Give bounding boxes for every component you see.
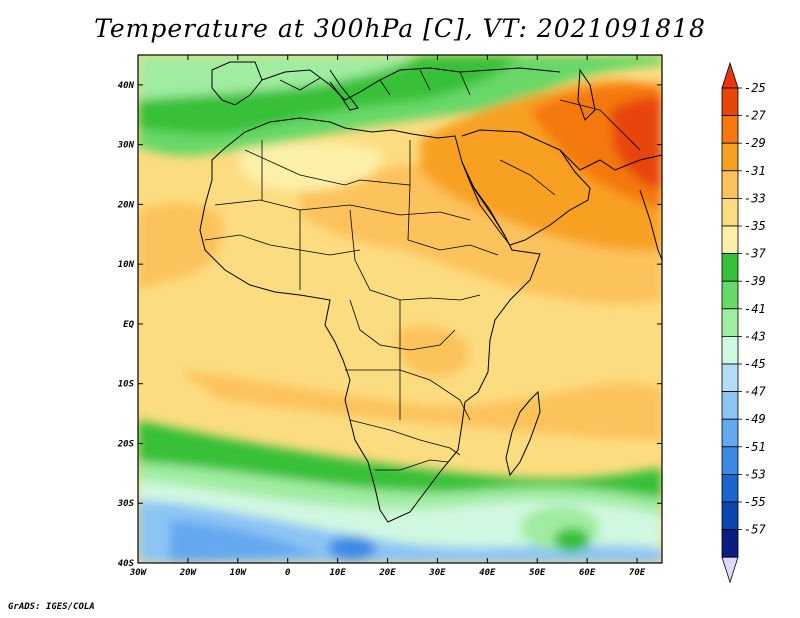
lat-tick-label: 40S — [118, 559, 135, 569]
field-band-north-cyan — [138, 55, 420, 100]
lon-tick-label: 30E — [428, 568, 446, 578]
colorbar-bottom-arrow — [721, 556, 739, 584]
colorbar-label: -29 — [744, 136, 766, 150]
border-iran — [559, 99, 641, 151]
field-cold-blob — [328, 536, 376, 560]
lon-tick-label: 10W — [230, 568, 248, 578]
plot-frame — [137, 54, 663, 564]
colorbar-swatch — [721, 197, 739, 227]
colorbar-swatch — [721, 170, 739, 199]
colorbar-label: -55 — [744, 495, 766, 509]
colorbar-label: -31 — [744, 164, 766, 178]
colorbar-swatch — [721, 142, 739, 172]
iberia-coastline — [211, 61, 263, 106]
lat-tick-label: 30S — [117, 499, 135, 509]
field-hot-core — [610, 97, 662, 190]
colorbar-label: -27 — [744, 109, 766, 123]
colorbar-swatch — [721, 529, 739, 558]
lon-tick-label: 20W — [179, 568, 198, 578]
longitude-axis: 30W 20W 10W 0 10E 20E 30E 40E 50E 60E 70E — [129, 55, 646, 578]
colorbar-label: -39 — [744, 274, 766, 288]
colorbar-swatch — [721, 446, 739, 475]
colorbar-label: -45 — [744, 357, 766, 371]
persian-gulf — [559, 149, 662, 171]
colorbar: -25 -27 -29 -31 -33 -35 -37 -39 -41 -43 -45 -47 -49 -… — [721, 61, 766, 584]
colorbar-swatch — [721, 418, 739, 448]
colorbar-label: -47 — [744, 385, 766, 399]
colorbar-label: -49 — [744, 412, 766, 426]
map-title: Temperature at 300hPa [C], VT: 202109181… — [94, 14, 706, 43]
colorbar-label: -35 — [744, 219, 766, 233]
italy-coastline — [329, 69, 359, 111]
arabia-coastline — [461, 129, 591, 246]
india-coast — [639, 189, 662, 261]
lon-tick-label: 50E — [529, 568, 546, 578]
field-pale-nw-africa — [240, 142, 382, 192]
field-band-south-deepblue — [170, 520, 320, 563]
border-sahel — [214, 199, 471, 221]
country-borders — [204, 69, 641, 471]
lon-tick-label: 30W — [129, 568, 148, 578]
border-south-africa — [375, 459, 449, 471]
madagascar-coastline — [505, 390, 541, 477]
border-south-central — [345, 369, 471, 421]
lat-tick-label: 20N — [117, 200, 135, 210]
colorbar-swatch — [721, 115, 739, 144]
colorbar-swatch — [721, 363, 739, 393]
colorbar-swatch — [721, 87, 739, 117]
lon-tick-label: 70E — [629, 568, 646, 578]
colorbar-top-arrow — [721, 61, 739, 89]
colorbar-swatch — [721, 473, 739, 503]
border-west-africa — [204, 234, 361, 256]
border-europe — [279, 69, 471, 96]
lon-tick-label: 60E — [579, 568, 596, 578]
coastlines — [199, 61, 662, 523]
colorbar-swatch — [721, 391, 739, 420]
border-north-africa — [244, 140, 411, 186]
latitude-axis: 40N 30N 20N 10N EQ 10S 20S 30S 40S — [117, 81, 662, 569]
colorbar-swatch — [721, 501, 739, 531]
lat-tick-label: EQ — [123, 320, 134, 330]
caspian-sea — [577, 68, 596, 121]
colorbar-label: -41 — [744, 302, 766, 316]
border-east — [407, 184, 499, 256]
lat-tick-label: 10N — [118, 260, 135, 270]
colorbar-label: -33 — [744, 191, 766, 205]
lat-tick-label: 20S — [117, 439, 135, 449]
colorbar-label: -37 — [744, 247, 766, 261]
border-congo — [349, 299, 456, 351]
field-cyclone — [554, 528, 590, 552]
lon-tick-label: 20E — [378, 568, 396, 578]
colorbar-swatch — [721, 280, 739, 310]
field-warm-band-south — [180, 370, 662, 440]
colorbar-swatch — [721, 335, 739, 365]
lon-tick-label: 40E — [479, 568, 496, 578]
colorbar-label: -25 — [744, 81, 766, 95]
colorbar-swatch — [721, 253, 739, 282]
colorbar-label: -51 — [744, 440, 766, 454]
africa-coastline — [199, 117, 541, 523]
grads-credit: GrADS: IGES/COLA — [8, 602, 95, 612]
lat-tick-label: 10S — [118, 380, 135, 390]
border-arabia — [499, 159, 556, 196]
colorbar-label: -57 — [744, 523, 766, 537]
field-warm-west — [138, 203, 224, 290]
lon-tick-label: 0 — [285, 568, 291, 578]
colorbar-swatch — [721, 308, 739, 337]
colorbar-label: -53 — [744, 467, 766, 481]
lon-tick-label: 10E — [329, 568, 346, 578]
lat-tick-label: 40N — [118, 81, 135, 91]
red-sea-coast — [461, 161, 506, 237]
lat-tick-label: 30N — [117, 141, 135, 151]
border-southern — [349, 419, 461, 456]
colorbar-label: -43 — [744, 329, 766, 343]
colorbar-swatch — [721, 225, 739, 255]
field-warm-patch-central — [398, 326, 470, 377]
